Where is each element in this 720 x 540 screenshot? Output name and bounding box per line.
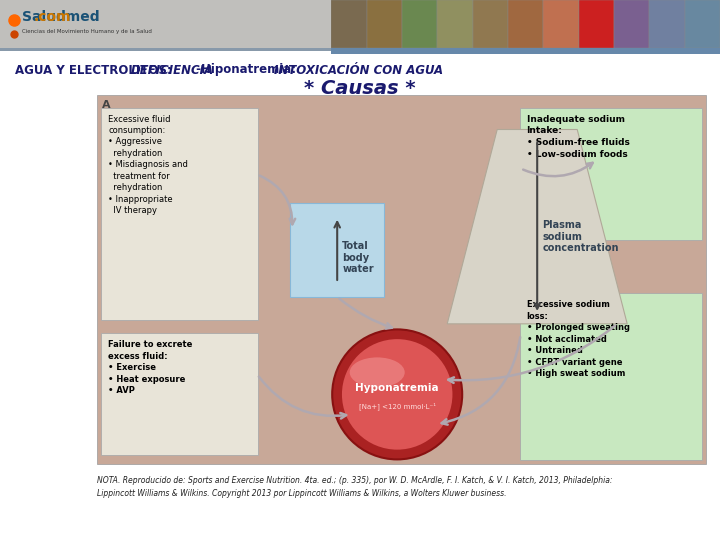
Text: Hyponatremia: Hyponatremia [356, 383, 439, 394]
Bar [331, 15, 720, 22]
Bar [437, 0, 472, 48]
FancyBboxPatch shape [102, 107, 258, 320]
Bar [402, 0, 437, 48]
Text: NOTA. Reproducido de: Sports and Exercise Nutrition. 4ta. ed.; (p. 335), por W. : NOTA. Reproducido de: Sports and Exercis… [97, 476, 613, 498]
Text: [Na+] <120 mmol·L⁻¹: [Na+] <120 mmol·L⁻¹ [359, 402, 436, 410]
Text: Excessive fluid
consumption:
• Aggressive
  rehydration
• Misdiagnosis and
  tre: Excessive fluid consumption: • Aggressiv… [108, 114, 188, 215]
Ellipse shape [350, 357, 405, 387]
Bar [544, 0, 579, 48]
Bar [366, 0, 402, 48]
Bar [0, 0, 720, 48]
Bar [614, 0, 649, 48]
FancyBboxPatch shape [520, 293, 701, 461]
Bar [508, 0, 544, 48]
Text: * Causas *: * Causas * [304, 78, 416, 98]
Text: Inadequate sodium
Intake:
• Sodium-free fluids
• Low-sodium foods: Inadequate sodium Intake: • Sodium-free … [526, 114, 629, 159]
Bar [649, 0, 685, 48]
Text: Saludmed: Saludmed [22, 10, 99, 24]
Bar [97, 94, 706, 464]
Text: Ciencias del Movimiento Humano y de la Salud: Ciencias del Movimiento Humano y de la S… [22, 29, 152, 34]
Bar [0, 48, 720, 51]
Bar [685, 0, 720, 48]
Polygon shape [447, 130, 627, 324]
Text: Plasma
sodium
concentration: Plasma sodium concentration [542, 220, 618, 253]
Bar [331, 0, 720, 15]
FancyBboxPatch shape [520, 107, 701, 240]
Bar [472, 0, 508, 48]
FancyBboxPatch shape [102, 333, 258, 455]
Text: -Hiponatremia:: -Hiponatremia: [192, 64, 300, 77]
Text: A: A [102, 99, 111, 110]
Text: INTOXICACIÓN CON AGUA: INTOXICACIÓN CON AGUA [274, 64, 443, 77]
Bar [331, 0, 366, 48]
Bar [579, 0, 614, 48]
Text: Excessive sodium
loss:
• Prolonged sweating
• Not acclimated
• Untrained
• CFRT : Excessive sodium loss: • Prolonged sweat… [526, 300, 629, 378]
Text: AGUA Y ELECTROLITOS:: AGUA Y ELECTROLITOS: [15, 64, 176, 77]
Text: Total
body
water: Total body water [342, 241, 374, 274]
Text: .com: .com [34, 10, 71, 24]
FancyBboxPatch shape [290, 203, 384, 297]
Bar [0, 0, 331, 48]
Bar [331, 48, 720, 54]
Text: DEFICIENCIA: DEFICIENCIA [131, 64, 214, 77]
Circle shape [342, 339, 452, 450]
Circle shape [332, 329, 462, 460]
Text: Failure to excrete
excess fluid:
• Exercise
• Heat exposure
• AVP: Failure to excrete excess fluid: • Exerc… [108, 340, 192, 395]
